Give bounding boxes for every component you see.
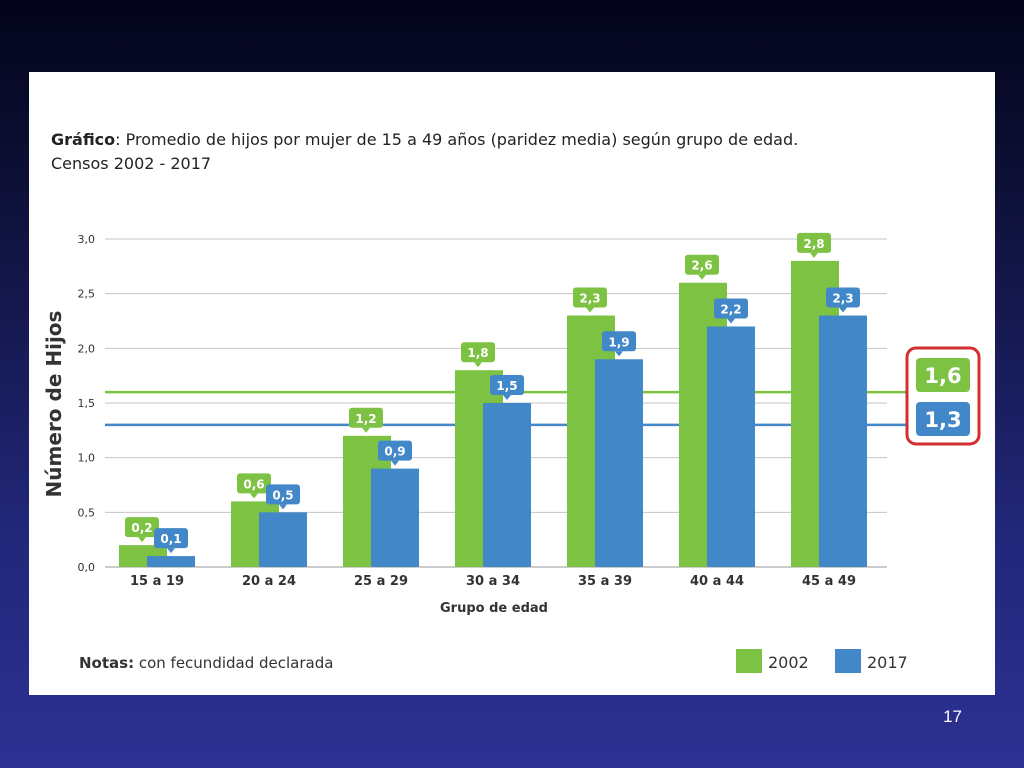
data-label-pointer xyxy=(391,460,399,466)
data-label: 0,2 xyxy=(131,521,152,535)
notes-text: con fecundidad declarada xyxy=(134,654,334,672)
bar-chart: 0,0 0,5 1,0 1,5 2,0 2,5 3,0 Número de Hijos Grup… xyxy=(42,232,981,673)
title-bold: Gráfico xyxy=(51,130,116,149)
bar-2017 xyxy=(819,315,867,567)
data-label-pointer xyxy=(474,362,482,368)
x-tick-label: 20 a 24 xyxy=(242,574,296,589)
data-label-box xyxy=(154,528,188,549)
reference-value: 1,3 xyxy=(924,408,961,432)
chart-panel: Gráfico: Promedio de hijos por mujer de … xyxy=(29,72,995,695)
bar-2017 xyxy=(483,403,531,567)
data-label-box xyxy=(349,407,383,428)
data-label-pointer xyxy=(615,351,623,357)
y-tick-label: 1,0 xyxy=(78,452,96,465)
data-label-pointer xyxy=(839,307,847,313)
data-label: 1,5 xyxy=(496,379,517,393)
data-label: 2,3 xyxy=(579,292,600,306)
notes: Notas: con fecundidad declarada xyxy=(79,654,333,672)
data-label-box xyxy=(461,342,495,363)
legend-label: 2002 xyxy=(768,653,809,672)
legend-swatch xyxy=(736,649,762,673)
data-label-box xyxy=(602,331,636,352)
data-label-pointer xyxy=(167,548,175,554)
y-tick-label: 0,5 xyxy=(78,506,96,519)
bar-2017 xyxy=(371,468,419,567)
data-label-pointer xyxy=(138,537,146,543)
data-label-box xyxy=(125,517,159,538)
data-label-box xyxy=(573,287,607,308)
data-label-pointer xyxy=(503,395,511,400)
y-axis-label: Número de Hijos xyxy=(42,311,66,498)
reference-value-box xyxy=(916,358,970,392)
data-label-box xyxy=(826,287,860,308)
data-label-pointer xyxy=(250,493,258,499)
legend-label: 2017 xyxy=(867,653,908,672)
reference-value: 1,6 xyxy=(924,364,961,388)
data-label-pointer xyxy=(810,252,818,258)
data-label-box xyxy=(714,298,748,319)
notes-label: Notas: xyxy=(79,654,135,672)
x-tick-label: 15 a 19 xyxy=(130,574,184,589)
data-label-pointer xyxy=(698,274,706,280)
x-tick-label: 30 a 34 xyxy=(466,574,520,589)
data-label-box xyxy=(490,375,524,395)
legend-swatch xyxy=(835,649,861,673)
data-label-pointer xyxy=(586,307,594,313)
x-tick-label: 45 a 49 xyxy=(802,574,856,589)
data-label-pointer xyxy=(727,318,735,324)
data-label: 0,5 xyxy=(272,488,293,502)
bar-2017 xyxy=(259,512,307,567)
data-label: 2,2 xyxy=(720,302,741,316)
title-text: : Promedio de hijos por mujer de 15 a 49… xyxy=(115,130,799,149)
chart-title: Gráfico: Promedio de hijos por mujer de … xyxy=(51,128,951,176)
data-label-box xyxy=(237,473,271,494)
y-tick-label: 2,0 xyxy=(78,342,96,355)
data-label: 2,6 xyxy=(691,259,712,273)
data-label: 1,8 xyxy=(467,346,488,360)
data-label-box xyxy=(266,484,300,505)
data-label-pointer xyxy=(362,427,370,433)
reference-value-box xyxy=(916,402,970,436)
data-label: 1,2 xyxy=(355,412,376,426)
slide-number: 17 xyxy=(943,707,962,726)
bar-2017 xyxy=(595,359,643,567)
y-tick-label: 1,5 xyxy=(78,397,96,410)
data-label-box xyxy=(685,254,719,275)
data-label: 0,6 xyxy=(243,477,264,491)
bar-2017 xyxy=(707,326,755,567)
data-label-pointer xyxy=(279,504,287,510)
data-label: 0,9 xyxy=(384,445,405,459)
data-label: 2,3 xyxy=(832,292,853,306)
data-label: 1,9 xyxy=(608,335,629,349)
data-label-box xyxy=(797,232,831,253)
data-label: 2,8 xyxy=(803,237,824,251)
title-line2: Censos 2002 - 2017 xyxy=(51,154,212,173)
data-label: 0,1 xyxy=(160,532,181,546)
y-tick-label: 3,0 xyxy=(78,233,96,246)
x-tick-label: 35 a 39 xyxy=(578,574,632,589)
data-label-box xyxy=(378,440,412,461)
x-axis-label: Grupo de edad xyxy=(440,601,548,616)
y-tick-label: 2,5 xyxy=(78,288,96,301)
x-tick-label: 40 a 44 xyxy=(690,574,744,589)
y-tick-label: 0,0 xyxy=(78,561,96,574)
x-tick-label: 25 a 29 xyxy=(354,574,408,589)
bar-2017 xyxy=(147,556,195,567)
